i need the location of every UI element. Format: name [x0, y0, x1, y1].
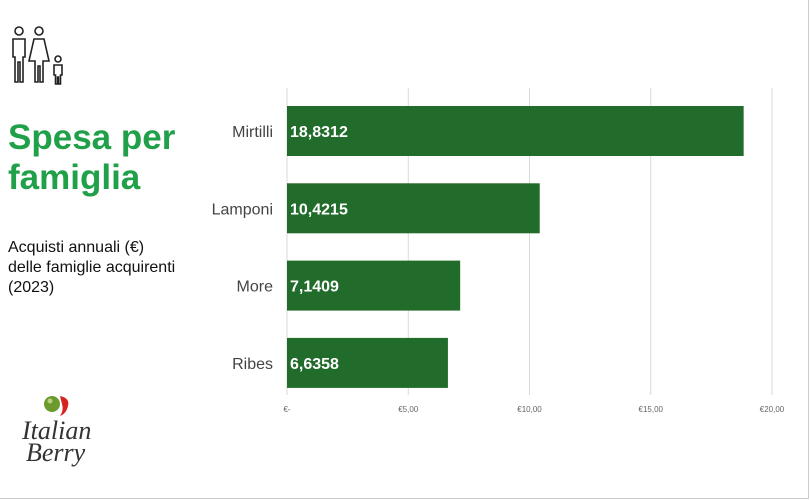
x-tick-label: €20,00 — [760, 405, 785, 414]
subtitle-line: delle famiglie acquirenti — [8, 259, 176, 276]
page-title: Spesa per famiglia — [8, 118, 175, 198]
bar-lamponi — [287, 183, 540, 234]
bar-ribes — [287, 337, 448, 388]
page-subtitle: Acquisti annuali (€) delle famiglie acqu… — [8, 238, 208, 298]
data-label: 10,4215 — [290, 201, 348, 218]
category-label: Mirtilli — [232, 124, 273, 141]
subtitle-line: (2023) — [8, 279, 55, 296]
family-icon — [12, 26, 63, 85]
x-tick-label: €- — [283, 405, 290, 414]
data-label: 18,8312 — [290, 124, 348, 141]
x-tick-label: €10,00 — [517, 405, 542, 414]
bar-mirtilli — [287, 106, 744, 156]
data-label: 6,6358 — [290, 356, 339, 373]
data-label: 7,1409 — [290, 279, 339, 296]
category-label: More — [237, 279, 274, 296]
italian-berry-logo-icon — [44, 396, 69, 416]
logo-text: Italian Berry — [22, 416, 92, 467]
bar-more — [287, 260, 461, 311]
title-line: famiglia — [8, 158, 141, 197]
category-label: Lamponi — [212, 201, 273, 218]
logo-text-line: Berry — [26, 438, 86, 467]
category-label: Ribes — [232, 356, 273, 373]
logo-text-line: Italian — [22, 416, 92, 445]
subtitle-line: Acquisti annuali (€) — [8, 239, 145, 256]
x-tick-label: €5,00 — [398, 405, 419, 414]
x-tick-label: €15,00 — [639, 405, 664, 414]
title-line: Spesa per — [8, 118, 176, 157]
